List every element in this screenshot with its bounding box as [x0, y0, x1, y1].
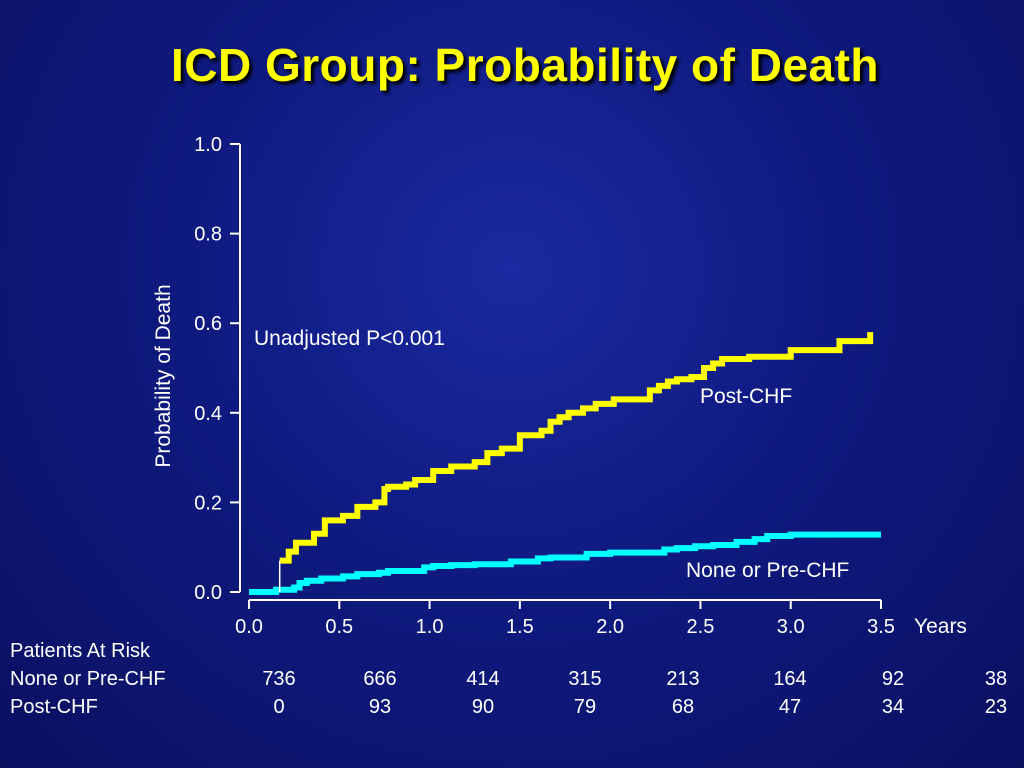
- risk-cell: 92: [881, 668, 905, 690]
- risk-cell: 315: [568, 668, 602, 690]
- risk-row-label: None or Pre-CHF: [10, 668, 166, 690]
- risk-cell: 736: [262, 668, 296, 690]
- y-tick-label: 1.0: [194, 134, 222, 156]
- patients-at-risk-table: Patients At Risk None or Pre-CHF 736 666 4…: [10, 638, 1024, 728]
- chart-axes: [239, 144, 881, 601]
- series-label-pre-chf: None or Pre-CHF: [686, 559, 849, 582]
- risk-cell: 93: [368, 696, 392, 718]
- y-axis-label: Probability of Death: [152, 284, 175, 467]
- risk-row-label: Post-CHF: [10, 696, 98, 718]
- x-tick-label: 2.5: [687, 616, 715, 638]
- risk-cell: 666: [363, 668, 397, 690]
- risk-cell: 164: [773, 668, 807, 690]
- x-tick-label: 0.0: [235, 616, 263, 638]
- survival-chart: 0.0 0.2 0.4 0.6 0.8 1.0 0.0 0.5 1.0 1.5 2.0 2.5 3.0 3…: [152, 134, 967, 638]
- slide-title: ICD Group: Probability of Death: [170, 39, 880, 91]
- risk-cell: 34: [881, 696, 905, 718]
- p-value-annotation: Unadjusted P<0.001: [254, 327, 445, 350]
- chart-series: [249, 332, 881, 595]
- y-tick-label: 0.6: [194, 313, 222, 335]
- series-line-pre-chf: [249, 531, 881, 595]
- risk-cell: 47: [778, 696, 802, 718]
- x-tick-label: 3.5: [867, 616, 895, 638]
- risk-cell: 38: [984, 668, 1008, 690]
- series-line-post-chf: [279, 332, 874, 564]
- chart-ticks: 0.0 0.2 0.4 0.6 0.8 1.0 0.0 0.5 1.0 1.5 2.0 2.5 3.0 3…: [194, 134, 895, 638]
- y-tick-label: 0.4: [194, 403, 222, 425]
- series-label-post-chf: Post-CHF: [700, 385, 792, 408]
- x-tick-label: 2.0: [596, 616, 624, 638]
- risk-cell: 90: [471, 696, 495, 718]
- risk-cell: 68: [671, 696, 695, 718]
- risk-cell: 79: [573, 696, 597, 718]
- risk-cell: 414: [466, 668, 500, 690]
- x-tick-label: 0.5: [325, 616, 353, 638]
- risk-table-title: Patients At Risk: [10, 640, 151, 662]
- y-tick-label: 0.2: [194, 492, 222, 514]
- x-tick-label: 1.0: [416, 616, 444, 638]
- risk-cell: 23: [984, 696, 1008, 718]
- y-tick-label: 0.0: [194, 582, 222, 604]
- y-tick-label: 0.8: [194, 224, 222, 246]
- risk-cell: 213: [666, 668, 700, 690]
- x-tick-label: 3.0: [777, 616, 805, 638]
- x-tick-label: 1.5: [506, 616, 534, 638]
- x-axis-unit-label: Years: [914, 615, 967, 638]
- risk-cell: 0: [273, 696, 285, 718]
